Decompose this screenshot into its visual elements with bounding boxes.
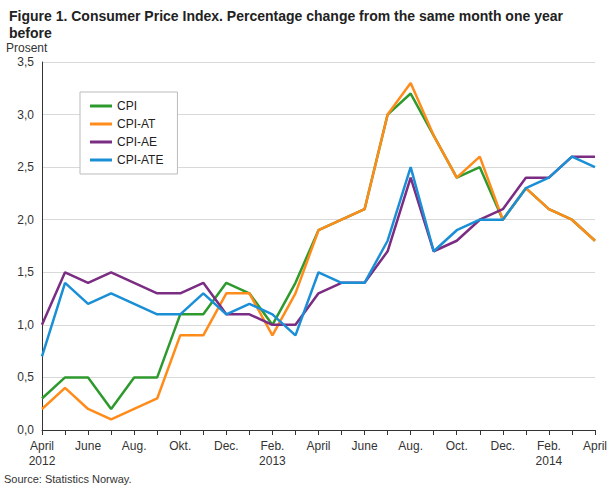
svg-text:CPI: CPI xyxy=(117,99,137,113)
svg-text:3,0: 3,0 xyxy=(17,108,34,122)
svg-text:1,5: 1,5 xyxy=(17,265,34,279)
svg-text:April: April xyxy=(306,439,330,453)
svg-text:Aug.: Aug. xyxy=(122,439,147,453)
svg-text:CPI-AT: CPI-AT xyxy=(117,117,156,131)
svg-text:2,0: 2,0 xyxy=(17,213,34,227)
svg-text:0,0: 0,0 xyxy=(17,423,34,437)
svg-text:Prosent: Prosent xyxy=(6,41,48,55)
svg-text:2012: 2012 xyxy=(29,454,56,468)
svg-text:Feb.: Feb. xyxy=(260,439,284,453)
svg-text:2013: 2013 xyxy=(259,454,286,468)
svg-text:June: June xyxy=(352,439,378,453)
svg-text:2,5: 2,5 xyxy=(17,160,34,174)
svg-text:Source: Statistics Norway.: Source: Statistics Norway. xyxy=(4,473,132,485)
svg-text:2014: 2014 xyxy=(536,454,563,468)
svg-text:0,5: 0,5 xyxy=(17,370,34,384)
svg-text:April: April xyxy=(30,439,54,453)
svg-text:CPI-ATE: CPI-ATE xyxy=(117,153,163,167)
svg-text:1,0: 1,0 xyxy=(17,318,34,332)
svg-text:Figure 1. Consumer Price Index: Figure 1. Consumer Price Index. Percenta… xyxy=(9,8,567,24)
svg-text:before: before xyxy=(9,25,52,41)
svg-text:Oct.: Oct. xyxy=(446,439,468,453)
svg-text:Dec.: Dec. xyxy=(490,439,515,453)
svg-text:3,5: 3,5 xyxy=(17,55,34,69)
svg-text:June: June xyxy=(75,439,101,453)
svg-text:April: April xyxy=(583,439,607,453)
svg-text:Feb.: Feb. xyxy=(537,439,561,453)
svg-text:Dec.: Dec. xyxy=(214,439,239,453)
svg-text:Okt.: Okt. xyxy=(169,439,191,453)
svg-text:CPI-AE: CPI-AE xyxy=(117,135,157,149)
svg-text:Aug.: Aug. xyxy=(398,439,423,453)
